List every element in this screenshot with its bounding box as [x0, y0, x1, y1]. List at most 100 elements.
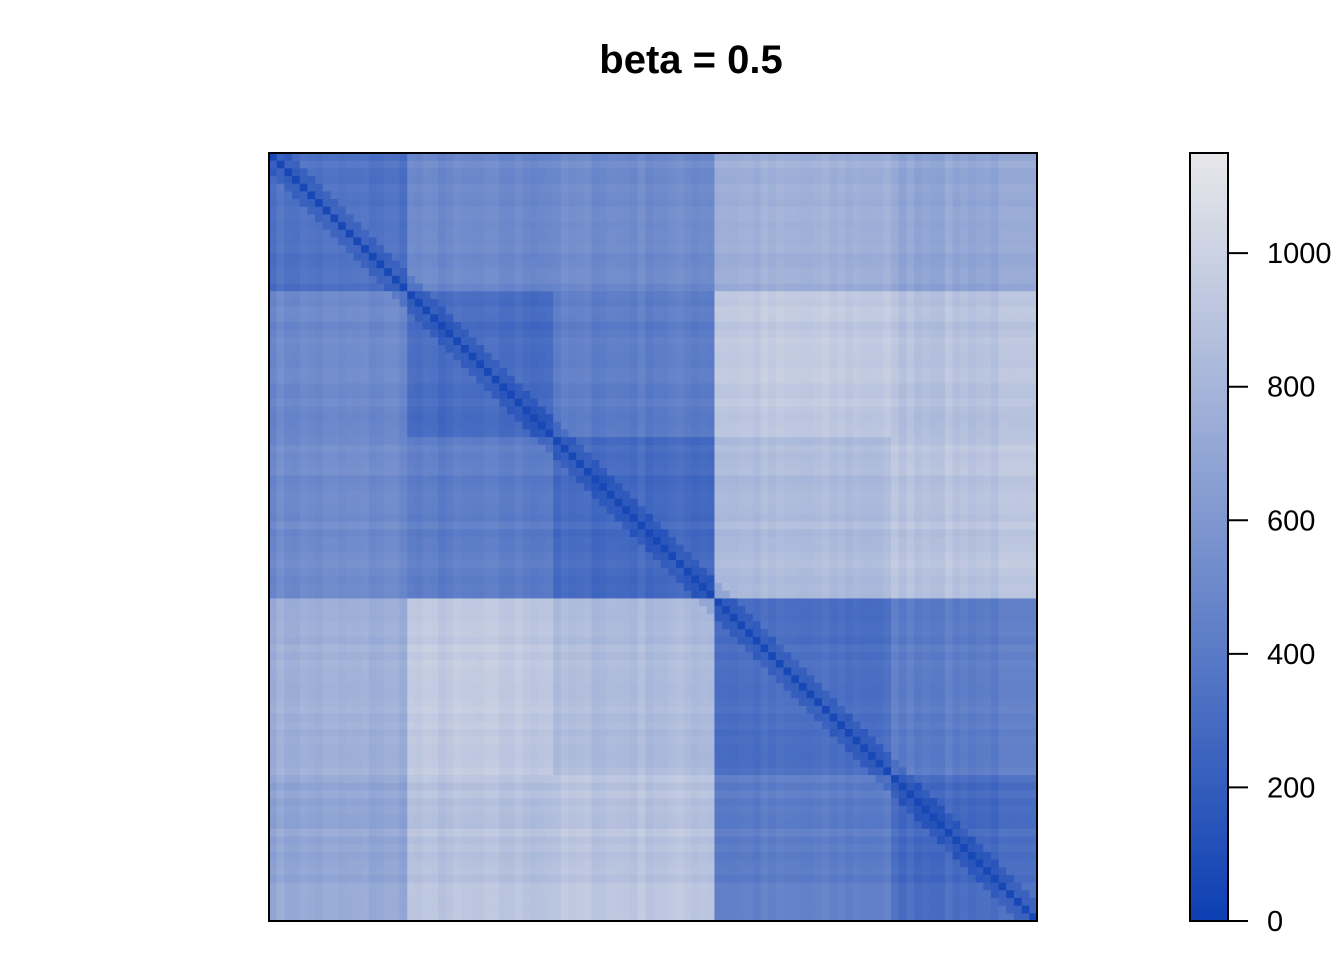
- heatmap-cell: [560, 206, 570, 216]
- heatmap-cell: [798, 214, 808, 223]
- heatmap-cell: [998, 337, 1007, 346]
- heatmap-cell: [583, 475, 593, 484]
- heatmap-cell: [722, 268, 731, 277]
- heatmap-cell: [545, 506, 554, 515]
- heatmap-cell: [583, 329, 593, 338]
- heatmap-cell: [614, 467, 623, 477]
- heatmap-cell: [775, 345, 785, 354]
- heatmap-cell: [660, 398, 669, 408]
- heatmap-cell: [606, 475, 616, 484]
- heatmap-cell: [353, 168, 362, 177]
- heatmap-cell: [361, 383, 370, 392]
- heatmap-cell: [821, 475, 831, 484]
- heatmap-cell: [706, 529, 716, 538]
- heatmap-cell: [806, 245, 815, 254]
- heatmap-cell: [299, 521, 308, 530]
- heatmap-cell: [1006, 460, 1015, 469]
- heatmap-cell: [714, 260, 723, 269]
- heatmap-cell: [422, 345, 431, 354]
- heatmap-cell: [307, 275, 316, 285]
- heatmap-cell: [437, 368, 447, 377]
- heatmap-cell: [829, 183, 838, 192]
- heatmap-cell: [453, 506, 462, 515]
- heatmap-cell: [560, 498, 570, 507]
- heatmap-cell: [361, 452, 370, 461]
- heatmap-cell: [783, 483, 792, 492]
- heatmap-cell: [1006, 352, 1015, 361]
- heatmap-cell: [737, 490, 746, 500]
- heatmap-cell: [983, 391, 992, 400]
- heatmap-cell: [307, 475, 316, 484]
- heatmap-cell: [814, 183, 823, 192]
- heatmap-cell: [445, 237, 454, 246]
- heatmap-cell: [338, 475, 347, 484]
- heatmap-cell: [522, 421, 531, 431]
- heatmap-cell: [522, 260, 531, 269]
- heatmap-cell: [737, 444, 746, 454]
- heatmap-cell: [530, 398, 539, 408]
- heatmap-cell: [269, 421, 278, 431]
- heatmap-cell: [883, 176, 892, 185]
- heatmap-cell: [691, 337, 700, 346]
- heatmap-cell: [921, 414, 931, 423]
- heatmap-cell: [391, 383, 401, 392]
- heatmap-cell: [1021, 199, 1030, 208]
- heatmap-cell: [453, 206, 462, 216]
- heatmap-cell: [722, 352, 731, 361]
- heatmap-cell: [906, 183, 915, 192]
- heatmap-cell: [737, 483, 746, 492]
- heatmap-cell: [629, 199, 639, 208]
- heatmap-cell: [599, 506, 608, 515]
- heatmap-cell: [445, 214, 454, 223]
- heatmap-cell: [660, 160, 669, 169]
- heatmap-cell: [530, 214, 539, 223]
- heatmap-cell: [414, 398, 424, 408]
- heatmap-cell: [845, 421, 854, 431]
- heatmap-cell: [806, 467, 815, 477]
- heatmap-cell: [530, 252, 539, 262]
- heatmap-cell: [745, 183, 754, 192]
- heatmap-cell: [353, 406, 362, 415]
- heatmap-cell: [683, 391, 692, 400]
- heatmap-cell: [806, 460, 815, 469]
- heatmap-cell: [437, 199, 447, 208]
- heatmap-cell: [522, 160, 531, 169]
- heatmap-cell: [783, 206, 792, 216]
- heatmap-cell: [998, 529, 1007, 538]
- heatmap-cell: [361, 183, 370, 192]
- heatmap-cell: [553, 183, 562, 192]
- heatmap-cell: [891, 444, 900, 454]
- heatmap-cell: [545, 444, 554, 454]
- heatmap-cell: [269, 383, 278, 392]
- heatmap-cell: [929, 391, 938, 400]
- heatmap-cell: [975, 452, 984, 461]
- heatmap-cell: [599, 222, 608, 231]
- heatmap-cell: [860, 437, 869, 446]
- heatmap-cell: [353, 298, 362, 308]
- heatmap-cell: [514, 414, 524, 423]
- heatmap-cell: [683, 513, 692, 523]
- heatmap-cell: [637, 153, 646, 162]
- heatmap-cell: [660, 437, 669, 446]
- heatmap-cell: [445, 260, 454, 269]
- heatmap-cell: [507, 191, 516, 200]
- heatmap-cell: [775, 375, 785, 384]
- heatmap-cell: [514, 406, 524, 415]
- heatmap-cell: [606, 467, 616, 477]
- heatmap-cell: [537, 283, 547, 292]
- heatmap-cell: [514, 275, 524, 285]
- heatmap-cell: [614, 360, 623, 369]
- heatmap-cell: [660, 237, 669, 246]
- heatmap-cell: [276, 160, 285, 169]
- heatmap-cell: [944, 321, 954, 331]
- heatmap-cell: [898, 375, 908, 384]
- heatmap-cell: [269, 498, 278, 507]
- heatmap-cell: [499, 206, 508, 216]
- heatmap-cell: [430, 206, 439, 216]
- heatmap-cell: [814, 245, 823, 254]
- heatmap-cell: [983, 314, 992, 323]
- heatmap-cell: [414, 298, 424, 308]
- heatmap-cell: [937, 529, 946, 538]
- heatmap-cell: [699, 521, 708, 530]
- heatmap-cell: [722, 452, 731, 461]
